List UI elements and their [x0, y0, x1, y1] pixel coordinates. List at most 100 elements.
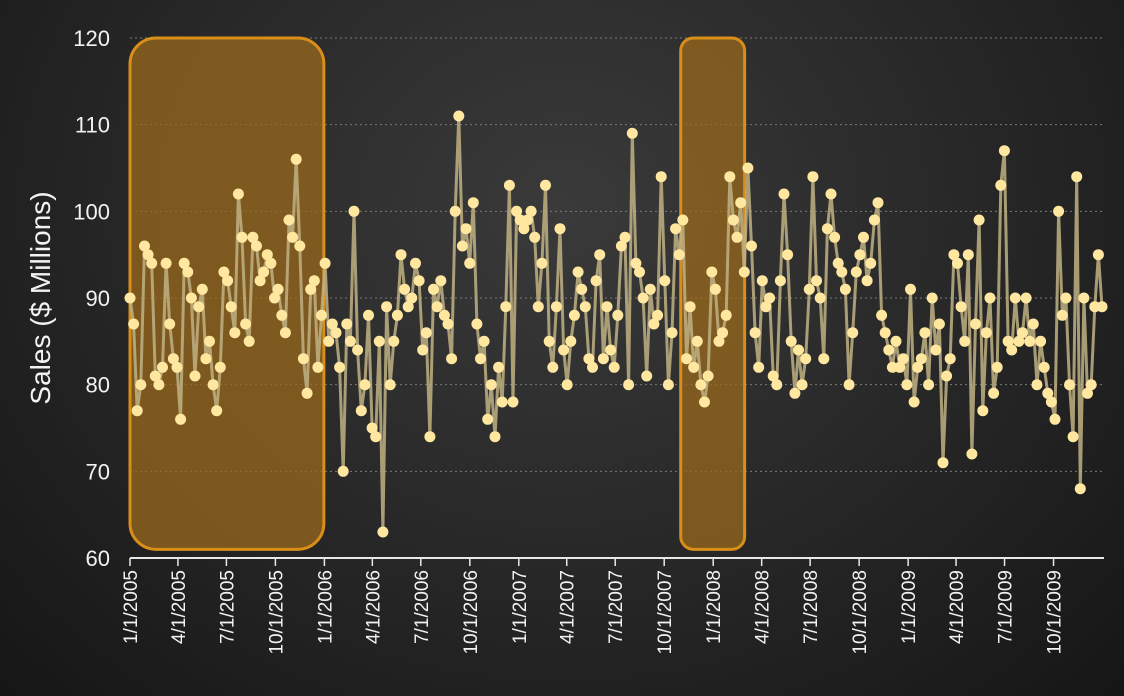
- data-point: [717, 327, 729, 339]
- data-point: [587, 361, 598, 373]
- data-point: [746, 240, 757, 252]
- data-point: [594, 249, 606, 261]
- data-point: [1053, 205, 1065, 217]
- data-point: [637, 292, 649, 304]
- data-point: [912, 361, 924, 373]
- data-point: [565, 335, 577, 347]
- data-point: [991, 361, 1003, 373]
- data-point: [276, 309, 288, 321]
- data-point: [1071, 171, 1083, 183]
- data-point: [681, 353, 692, 365]
- data-point: [615, 240, 627, 252]
- data-point: [1074, 483, 1086, 495]
- data-point: [1024, 335, 1036, 347]
- x-tick-label: 10/1/2009: [1045, 570, 1066, 655]
- data-point: [568, 309, 580, 321]
- x-tick-label: 7/1/2008: [801, 570, 822, 644]
- data-point: [868, 214, 880, 226]
- data-point: [561, 379, 573, 391]
- data-point: [644, 283, 656, 295]
- data-point: [883, 344, 895, 356]
- data-point: [482, 413, 494, 425]
- data-point: [182, 266, 194, 278]
- data-point: [709, 283, 721, 295]
- data-point: [749, 327, 761, 339]
- data-point: [207, 379, 219, 391]
- data-point: [771, 379, 783, 391]
- data-point: [706, 266, 718, 278]
- data-point: [543, 335, 555, 347]
- data-point: [948, 249, 960, 261]
- data-point: [381, 301, 393, 313]
- y-tick-label: 120: [73, 26, 110, 51]
- data-point: [1013, 335, 1025, 347]
- data-point: [308, 275, 320, 287]
- data-point: [135, 379, 147, 391]
- data-point: [688, 361, 700, 373]
- data-point: [554, 223, 566, 235]
- data-point: [626, 127, 638, 139]
- data-point: [897, 353, 909, 365]
- data-point: [720, 309, 732, 321]
- data-point: [796, 379, 808, 391]
- data-point: [583, 353, 595, 365]
- data-point: [456, 240, 468, 252]
- data-point: [287, 231, 299, 243]
- data-point: [1020, 292, 1032, 304]
- data-point: [377, 526, 389, 538]
- data-point: [1078, 292, 1090, 304]
- data-point: [431, 301, 443, 313]
- data-point: [872, 197, 884, 209]
- data-point: [511, 205, 523, 217]
- data-point: [879, 327, 891, 339]
- data-point: [843, 379, 855, 391]
- data-point: [847, 327, 859, 339]
- data-point: [1049, 413, 1061, 425]
- data-point: [623, 379, 635, 391]
- data-point: [142, 249, 154, 261]
- data-point: [438, 309, 450, 321]
- data-point: [540, 179, 551, 191]
- data-point: [464, 257, 476, 269]
- x-tick-label: 7/1/2006: [412, 570, 433, 644]
- data-point: [767, 370, 779, 382]
- data-point: [908, 396, 920, 408]
- data-point: [496, 396, 508, 408]
- data-point: [146, 257, 158, 269]
- data-point: [189, 370, 201, 382]
- data-point: [410, 257, 421, 269]
- x-tick-label: 1/1/2005: [121, 570, 142, 644]
- data-point: [814, 292, 826, 304]
- data-point: [326, 318, 338, 330]
- data-point: [738, 266, 750, 278]
- data-point: [789, 387, 801, 399]
- data-point: [966, 448, 978, 460]
- data-point: [894, 361, 906, 373]
- x-tick-label: 4/1/2009: [947, 570, 968, 644]
- data-point: [124, 292, 136, 304]
- data-point: [648, 318, 660, 330]
- x-tick-label: 1/1/2008: [704, 570, 725, 644]
- data-point: [605, 344, 617, 356]
- data-point: [435, 275, 447, 287]
- data-point: [832, 257, 844, 269]
- y-tick-label: 80: [86, 373, 110, 398]
- data-point: [290, 153, 302, 165]
- data-point: [861, 275, 873, 287]
- data-point: [1085, 379, 1097, 391]
- x-tick-label: 4/1/2007: [558, 570, 579, 644]
- data-point: [1017, 327, 1028, 339]
- data-point: [525, 205, 537, 217]
- data-point: [196, 283, 208, 295]
- data-point: [406, 292, 418, 304]
- data-point: [236, 231, 248, 243]
- data-point: [995, 179, 1007, 191]
- data-point: [933, 318, 945, 330]
- data-point: [919, 327, 931, 339]
- data-point: [955, 301, 967, 313]
- x-tick-label: 1/1/2009: [899, 570, 920, 644]
- data-point: [800, 353, 812, 365]
- data-point: [684, 301, 696, 313]
